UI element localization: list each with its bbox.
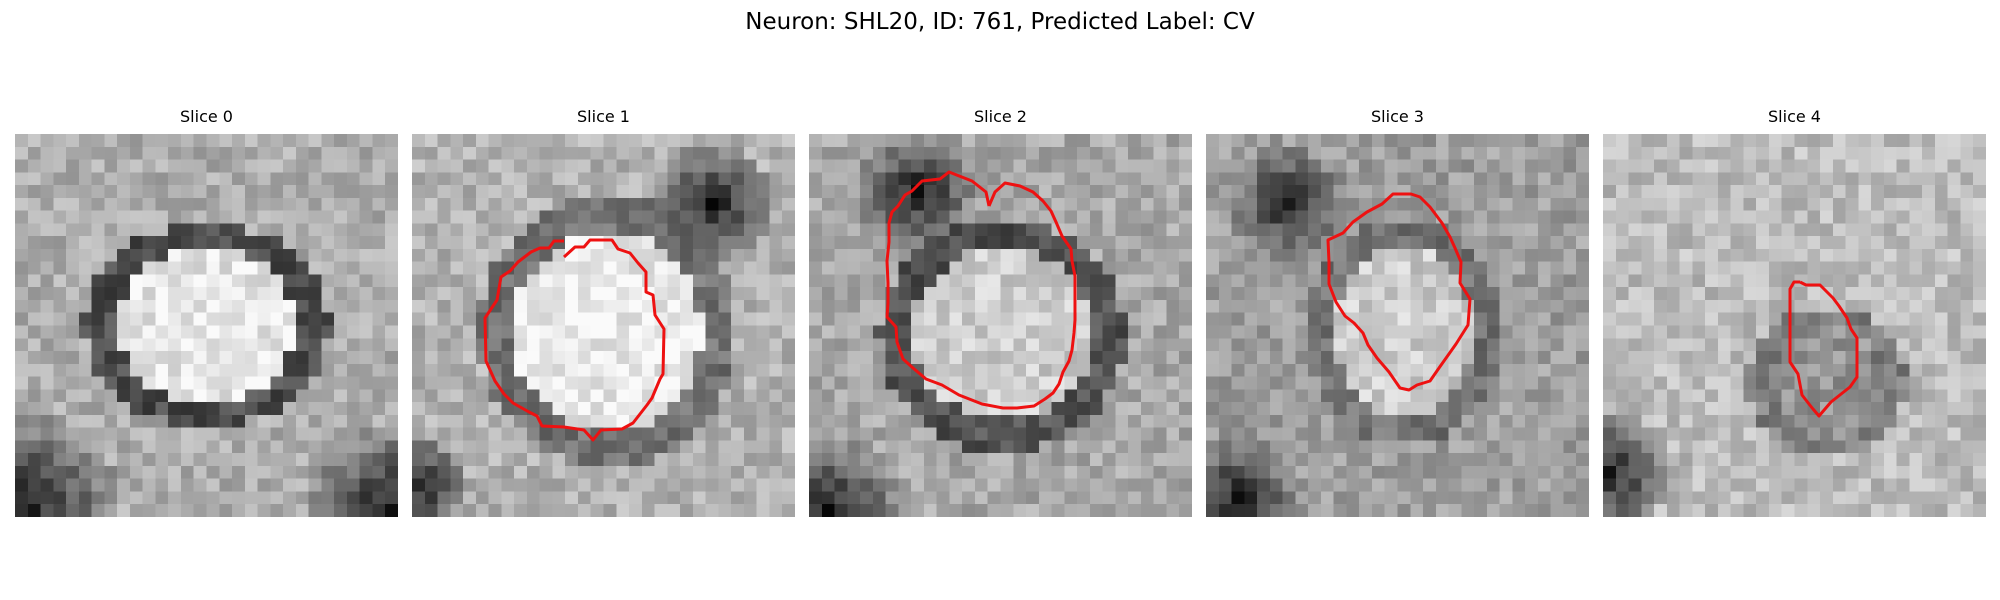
slice-title: Slice 4 — [1603, 107, 1986, 127]
figure-title: Neuron: SHL20, ID: 761, Predicted Label:… — [0, 6, 2000, 38]
contour-overlay — [412, 134, 795, 517]
slice-panel-0: Slice 0 — [15, 134, 398, 517]
slice-panel-1: Slice 1 — [412, 134, 795, 517]
segmentation-contour — [887, 172, 1075, 408]
slice-image — [15, 134, 398, 517]
contour-overlay — [809, 134, 1192, 517]
slice-panel-2: Slice 2 — [809, 134, 1192, 517]
slice-title: Slice 0 — [15, 107, 398, 127]
slice-panel-3: Slice 3 — [1206, 134, 1589, 517]
contour-overlay — [1603, 134, 1986, 517]
segmentation-contour — [1790, 282, 1857, 416]
segmentation-contour — [1328, 194, 1470, 390]
slice-title: Slice 1 — [412, 107, 795, 127]
segmentation-contour — [485, 240, 664, 440]
slice-title: Slice 3 — [1206, 107, 1589, 127]
slice-panel-4: Slice 4 — [1603, 134, 1986, 517]
contour-overlay — [1206, 134, 1589, 517]
slice-title: Slice 2 — [809, 107, 1192, 127]
